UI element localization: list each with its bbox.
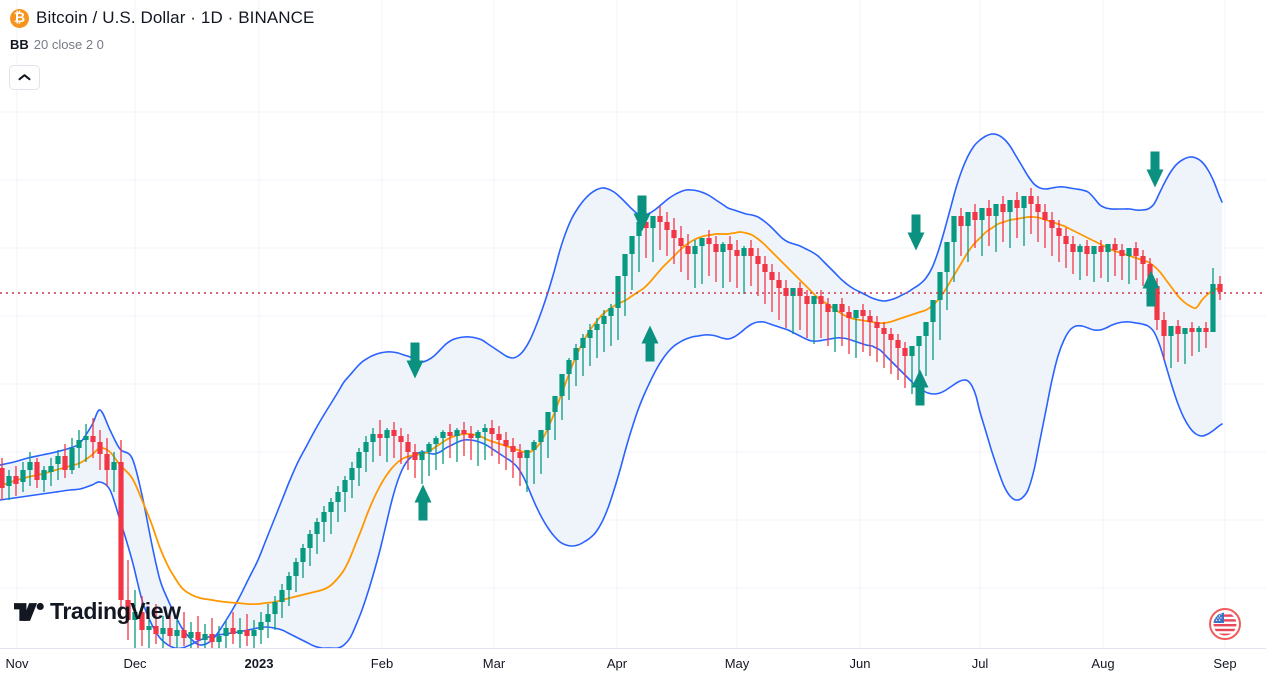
signal-markers [406, 151, 1164, 521]
marker-arrow-down [1146, 151, 1164, 188]
marker-arrow-down [633, 195, 651, 232]
time-axis-label: Apr [606, 656, 628, 671]
time-axis-label: Feb [370, 656, 394, 671]
marker-arrow-up [641, 325, 659, 362]
bollinger-band-fill [0, 133, 1222, 648]
marker-arrow-up [414, 484, 432, 521]
bollinger-basis-line [0, 215, 1220, 606]
time-axis[interactable]: Nov Dec 2023 Feb Mar Apr May Jun Jul Aug Sep [0, 648, 1266, 684]
time-axis-label: Aug [1091, 656, 1115, 671]
time-axis-label: Nov [5, 656, 29, 671]
us-flag-icon [1213, 612, 1237, 636]
marker-arrow-down [406, 342, 424, 379]
time-axis-label: Mar [482, 656, 506, 671]
time-axis-label: Jun [849, 656, 871, 671]
collapse-legend-button[interactable] [9, 65, 40, 90]
time-axis-label: Dec [123, 656, 147, 671]
bollinger-band-lines [0, 133, 1223, 648]
marker-arrow-down [907, 214, 925, 251]
marker-arrow-up [1142, 270, 1160, 307]
candlestick-series [0, 188, 1223, 648]
us-session-badge[interactable] [1209, 608, 1241, 640]
time-axis-label: 2023 [244, 656, 274, 671]
chevron-up-icon [18, 74, 31, 81]
chart-canvas[interactable] [0, 0, 1266, 648]
time-axis-label: Jul [971, 656, 989, 671]
marker-arrow-up [911, 369, 929, 406]
chart-svg [0, 0, 1266, 648]
time-axis-label: Sep [1213, 656, 1237, 671]
time-axis-label: May [724, 656, 750, 671]
